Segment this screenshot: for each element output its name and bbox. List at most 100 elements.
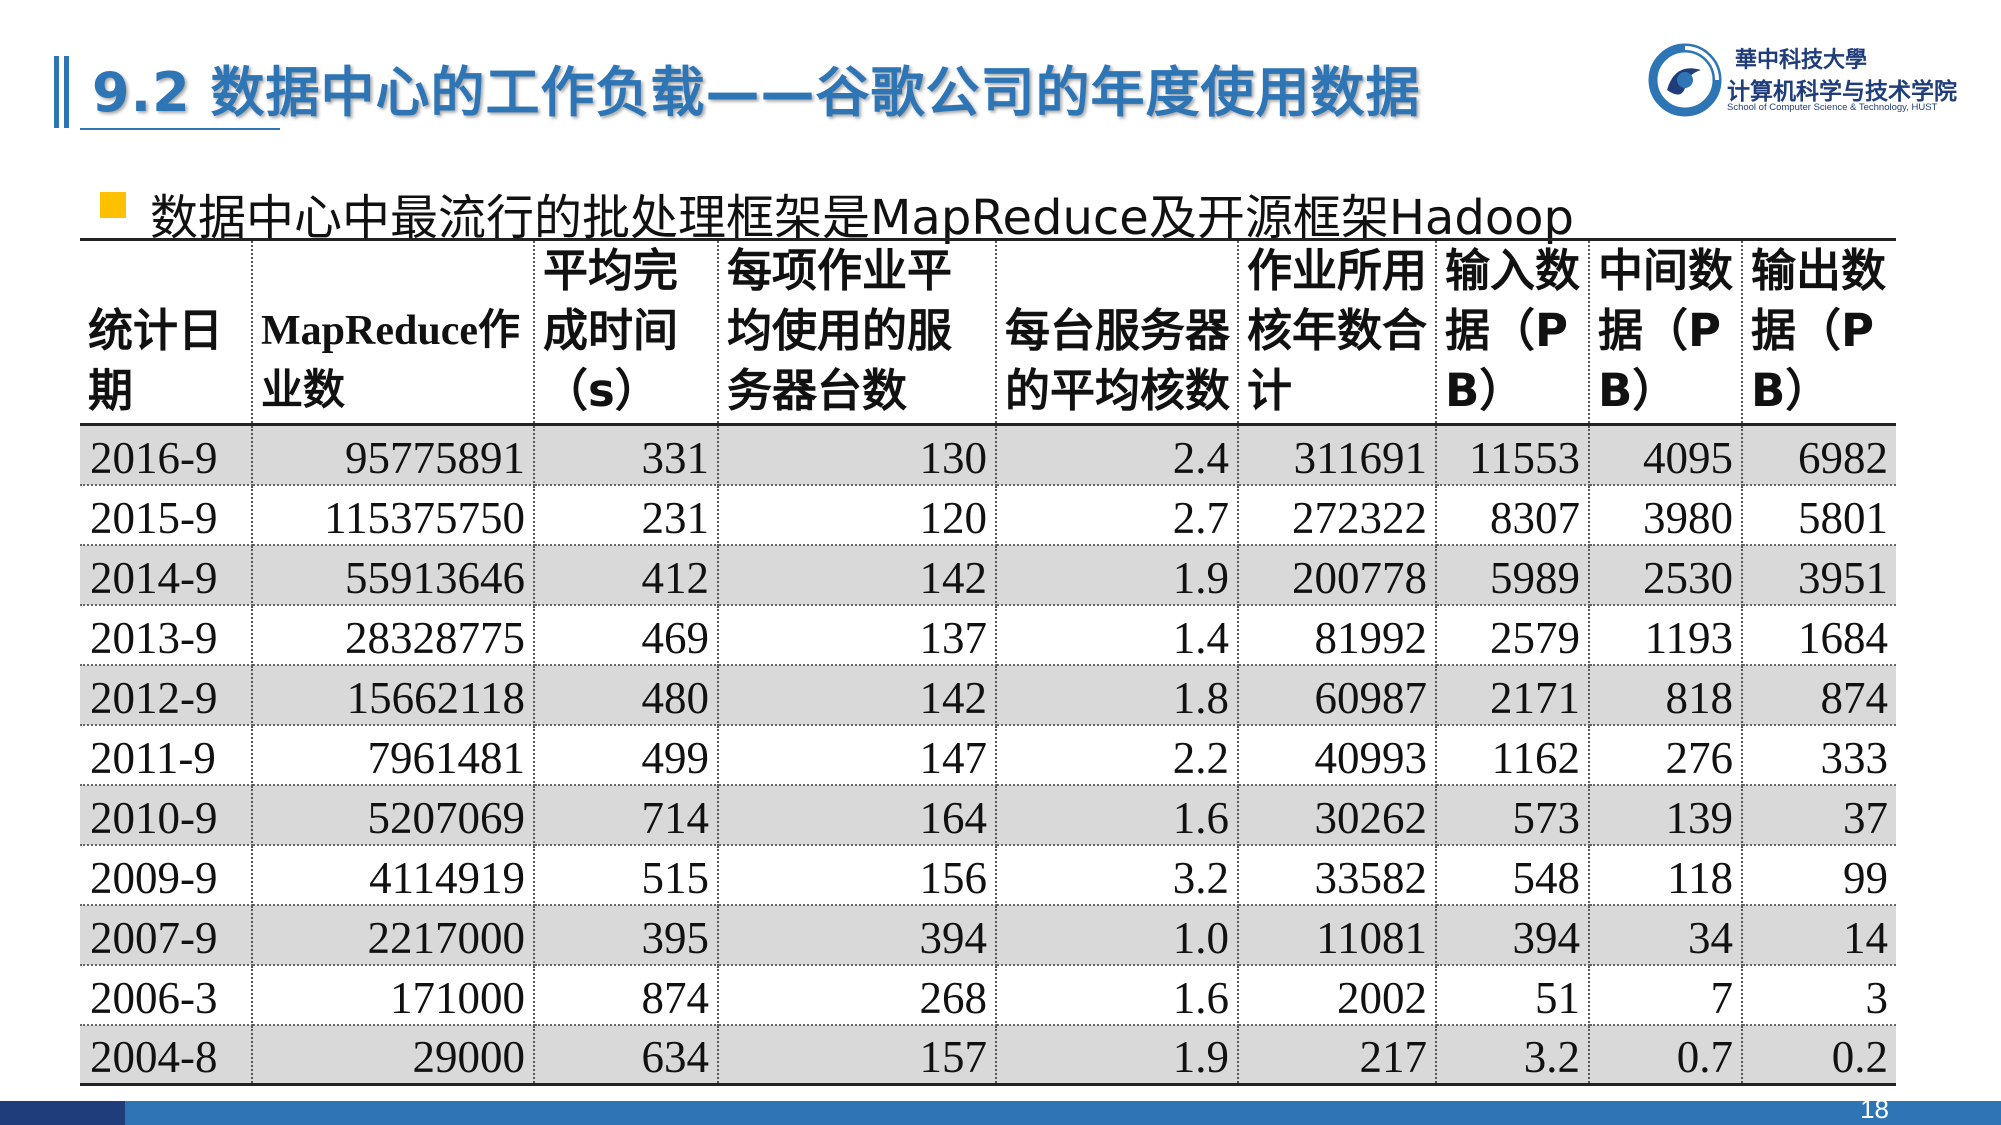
table-cell: 1684 bbox=[1741, 604, 1896, 666]
table-cell: 40993 bbox=[1237, 724, 1437, 786]
table-cell: 311691 bbox=[1237, 424, 1437, 486]
table-cell: 2.2 bbox=[995, 724, 1239, 786]
table-cell: 714 bbox=[533, 784, 719, 846]
column-header-output-data: 输出数据（PB） bbox=[1741, 238, 1896, 426]
table-cell: 164 bbox=[717, 784, 997, 846]
table-row: 2010-9 5207069 714 164 1.6 30262 573 139 37 bbox=[80, 784, 1896, 846]
column-header-intermediate-data: 中间数据（PB） bbox=[1588, 238, 1743, 426]
table-cell: 874 bbox=[1741, 664, 1896, 726]
bullet-text: 数据中心中最流行的批处理框架是MapReduce及开源框架Hadoop bbox=[150, 190, 1575, 246]
table-row: 2015-9 115375750 231 120 2.7 272322 8307 3980 58… bbox=[80, 484, 1896, 546]
table-cell: 1.0 bbox=[995, 904, 1239, 966]
table-cell: 2004-8 bbox=[80, 1024, 253, 1086]
table-cell: 7961481 bbox=[251, 724, 535, 786]
table-row: 2016-9 95775891 331 130 2.4 311691 11553 4095 69… bbox=[80, 424, 1896, 486]
table-cell: 480 bbox=[533, 664, 719, 726]
page-title: 9.2 数据中心的工作负载——谷歌公司的年度使用数据 bbox=[92, 61, 1421, 124]
footer-bar bbox=[0, 1101, 2001, 1125]
table-cell: 2579 bbox=[1435, 604, 1590, 666]
table-cell: 272322 bbox=[1237, 484, 1437, 546]
table-cell: 2015-9 bbox=[80, 484, 253, 546]
table-cell: 1.6 bbox=[995, 964, 1239, 1026]
logo-university-name: 華中科技大學 bbox=[1735, 47, 1868, 73]
table-cell: 412 bbox=[533, 544, 719, 606]
table-cell: 1162 bbox=[1435, 724, 1590, 786]
table-cell: 51 bbox=[1435, 964, 1590, 1026]
table-row: 2007-9 2217000 395 394 1.0 11081 394 34 14 bbox=[80, 904, 1896, 966]
logo-department-name: 计算机科学与技术学院 bbox=[1727, 79, 1957, 105]
footer-accent bbox=[0, 1101, 125, 1125]
column-header-avg-cores: 每台服务器的平均核数 bbox=[995, 238, 1239, 426]
table-cell: 15662118 bbox=[251, 664, 535, 726]
table-cell: 147 bbox=[717, 724, 997, 786]
table-row: 2004-8 29000 634 157 1.9 217 3.2 0.7 0.2 bbox=[80, 1024, 1896, 1086]
table-cell: 499 bbox=[533, 724, 719, 786]
table-cell: 818 bbox=[1588, 664, 1743, 726]
table-cell: 7 bbox=[1588, 964, 1743, 1026]
table-cell: 1.4 bbox=[995, 604, 1239, 666]
table-cell: 2014-9 bbox=[80, 544, 253, 606]
table-cell: 2530 bbox=[1588, 544, 1743, 606]
mapreduce-usage-table: 统计日期 MapReduce作业数 平均完成时间（s） 每项作业平均使用的服务器… bbox=[80, 238, 1896, 1086]
table-row: 2013-9 28328775 469 137 1.4 81992 2579 1193 1684 bbox=[80, 604, 1896, 666]
table-cell: 331 bbox=[533, 424, 719, 486]
table-cell: 2.4 bbox=[995, 424, 1239, 486]
table-cell: 3.2 bbox=[1435, 1024, 1590, 1086]
table-cell: 1.8 bbox=[995, 664, 1239, 726]
table-cell: 120 bbox=[717, 484, 997, 546]
table-cell: 95775891 bbox=[251, 424, 535, 486]
table-row: 2009-9 4114919 515 156 3.2 33582 548 118 99 bbox=[80, 844, 1896, 906]
table-row: 2006-3 171000 874 268 1.6 2002 51 7 3 bbox=[80, 964, 1896, 1026]
table-cell: 2011-9 bbox=[80, 724, 253, 786]
hust-swirl-logo-icon bbox=[1648, 43, 1722, 117]
column-header-input-data: 输入数据（PB） bbox=[1435, 238, 1590, 426]
table-cell: 333 bbox=[1741, 724, 1896, 786]
table-row: 2014-9 55913646 412 142 1.9 200778 5989 2530 395… bbox=[80, 544, 1896, 606]
table-cell: 2012-9 bbox=[80, 664, 253, 726]
table-cell: 573 bbox=[1435, 784, 1590, 846]
table-cell: 200778 bbox=[1237, 544, 1437, 606]
column-header-date: 统计日期 bbox=[80, 238, 253, 426]
table-cell: 395 bbox=[533, 904, 719, 966]
table-cell: 6982 bbox=[1741, 424, 1896, 486]
table-cell: 1.9 bbox=[995, 1024, 1239, 1086]
table-row: 2011-9 7961481 499 147 2.2 40993 1162 276 333 bbox=[80, 724, 1896, 786]
table-cell: 3980 bbox=[1588, 484, 1743, 546]
table-cell: 3951 bbox=[1741, 544, 1896, 606]
page-number: 18 bbox=[1860, 1094, 1889, 1124]
title-underline bbox=[80, 128, 280, 130]
table-cell: 139 bbox=[1588, 784, 1743, 846]
table-cell: 0.2 bbox=[1741, 1024, 1896, 1086]
table-cell: 60987 bbox=[1237, 664, 1437, 726]
table-cell: 1.6 bbox=[995, 784, 1239, 846]
table-cell: 1.9 bbox=[995, 544, 1239, 606]
table-cell: 5989 bbox=[1435, 544, 1590, 606]
table-cell: 5207069 bbox=[251, 784, 535, 846]
table-cell: 2217000 bbox=[251, 904, 535, 966]
table-cell: 4114919 bbox=[251, 844, 535, 906]
table-cell: 268 bbox=[717, 964, 997, 1026]
table-cell: 4095 bbox=[1588, 424, 1743, 486]
table-cell: 3 bbox=[1741, 964, 1896, 1026]
table-cell: 33582 bbox=[1237, 844, 1437, 906]
table-cell: 130 bbox=[717, 424, 997, 486]
table-cell: 14 bbox=[1741, 904, 1896, 966]
table-cell: 2009-9 bbox=[80, 844, 253, 906]
table-cell: 394 bbox=[717, 904, 997, 966]
table-cell: 118 bbox=[1588, 844, 1743, 906]
column-header-core-years: 作业所用核年数合计 bbox=[1237, 238, 1437, 426]
table-cell: 2007-9 bbox=[80, 904, 253, 966]
table-cell: 2010-9 bbox=[80, 784, 253, 846]
table-cell: 137 bbox=[717, 604, 997, 666]
table-cell: 276 bbox=[1588, 724, 1743, 786]
logo-department-english: School of Computer Science & Technology,… bbox=[1727, 102, 1938, 113]
table-cell: 0.7 bbox=[1588, 1024, 1743, 1086]
table-cell: 99 bbox=[1741, 844, 1896, 906]
table-row: 2012-9 15662118 480 142 1.8 60987 2171 818 874 bbox=[80, 664, 1896, 726]
table-cell: 55913646 bbox=[251, 544, 535, 606]
table-cell: 2002 bbox=[1237, 964, 1437, 1026]
column-header-avg-completion-time: 平均完成时间（s） bbox=[533, 238, 719, 426]
bullet-square-icon bbox=[100, 192, 126, 218]
table-cell: 2171 bbox=[1435, 664, 1590, 726]
table-cell: 2013-9 bbox=[80, 604, 253, 666]
